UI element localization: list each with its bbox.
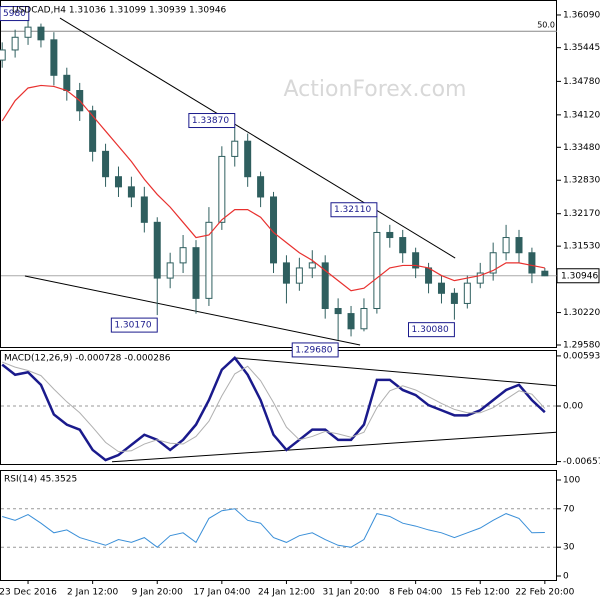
candle-body — [386, 231, 394, 239]
candle-body — [282, 262, 290, 284]
candle-body — [114, 176, 122, 188]
rsi-panel — [0, 470, 557, 581]
y-tick-label: 1.32170 — [563, 209, 600, 219]
candle-body — [218, 155, 226, 223]
x-tick-label: 9 Jan 20:00 — [132, 588, 184, 598]
candle-body — [450, 292, 458, 304]
fib-label: 50.0 — [537, 21, 555, 30]
annotation-label: 5980 — [3, 9, 26, 19]
candle-body — [308, 262, 316, 269]
y-tick-label: 1.34120 — [563, 110, 600, 120]
candle-body — [179, 247, 187, 264]
candle-body — [270, 196, 278, 264]
moving-average — [1, 84, 545, 292]
candle-body — [24, 26, 32, 38]
candle-body — [321, 262, 329, 310]
annotation-label: 1.32110 — [334, 205, 371, 215]
candle-body — [50, 39, 58, 76]
y-tick-label: 1.29580 — [563, 341, 600, 351]
candle-body — [334, 308, 342, 315]
y-tick-label: 0 — [563, 572, 569, 582]
candle-body — [257, 176, 265, 198]
y-tick-label: 1.34780 — [563, 77, 600, 87]
y-tick-label: 1.35445 — [563, 43, 600, 53]
annotation-box — [188, 113, 236, 129]
annotation-label: 1.30080 — [412, 325, 449, 335]
y-tick-label: -0.006575 — [563, 457, 600, 467]
candle-body — [102, 150, 110, 178]
series-line — [2, 361, 546, 453]
y-tick-label: 30 — [563, 543, 575, 553]
y-tick-label: 1.33480 — [563, 143, 600, 153]
y-tick-label: 0.00593 — [563, 351, 600, 361]
candle-body — [347, 313, 355, 330]
trendline — [59, 17, 456, 259]
annotation-box — [0, 6, 30, 22]
trendline — [234, 357, 557, 387]
y-tick-label: 0.00 — [563, 402, 583, 412]
candle-body — [140, 196, 148, 223]
candle-body — [166, 262, 174, 279]
annotation-label: 1.30170 — [114, 321, 151, 331]
y-tick-label: 100 — [563, 476, 580, 486]
candle-body — [515, 237, 523, 254]
x-tick-label: 31 Jan 20:00 — [323, 588, 380, 598]
candle-body — [63, 74, 71, 92]
annotation-label: 1.33870 — [192, 116, 229, 126]
panel-title: USDCAD,H4 1.31036 1.31099 1.30939 1.3094… — [12, 6, 227, 16]
panel-title: RSI(14) 45.3525 — [4, 475, 77, 485]
candle-body — [153, 221, 161, 279]
candle-body — [192, 247, 200, 299]
trendline — [111, 431, 557, 463]
y-tick-label: 1.31530 — [563, 242, 600, 252]
annotation-label: 1.29680 — [295, 345, 332, 355]
candle-body — [360, 308, 368, 330]
y-tick-label: 1.30220 — [563, 308, 600, 318]
series-line — [1, 356, 546, 462]
x-tick-label: 2 Jan 12:00 — [67, 588, 119, 598]
candle-body — [37, 26, 45, 41]
candle-body — [463, 282, 471, 304]
candle-body — [425, 267, 433, 284]
candle-body — [295, 267, 303, 284]
watermark: ActionForex.com — [284, 77, 467, 102]
candle-body — [205, 221, 213, 299]
candle-body — [127, 186, 135, 198]
candle-body — [412, 252, 420, 269]
x-tick-label: 17 Jan 04:00 — [193, 588, 250, 598]
candle-body — [0, 49, 6, 61]
annotation-box — [110, 317, 158, 333]
trendline — [24, 275, 361, 346]
price-panel — [0, 0, 557, 348]
candle-body — [437, 282, 445, 294]
x-tick-label: 8 Feb 04:00 — [389, 588, 443, 598]
y-tick-label: 70 — [563, 504, 575, 514]
candle-body — [502, 237, 510, 254]
candle-body — [399, 237, 407, 254]
candle-body — [489, 252, 497, 274]
y-tick-label: 1.32830 — [563, 176, 600, 186]
candle-body — [244, 140, 252, 178]
x-tick-label: 24 Jan 12:00 — [258, 588, 315, 598]
last-price-box — [556, 268, 600, 284]
candle-body — [89, 110, 97, 152]
annotation-box — [330, 202, 378, 218]
candle-body — [541, 270, 549, 277]
panel-title: MACD(12,26,9) -0.000728 -0.000286 — [4, 354, 171, 364]
macd-panel — [0, 350, 557, 465]
candle-body — [11, 36, 19, 51]
candle-body — [476, 272, 484, 284]
x-tick-label: 23 Dec 2016 — [0, 588, 57, 598]
annotation-box — [408, 322, 455, 338]
x-tick-label: 15 Feb 12:00 — [451, 588, 510, 598]
annotation-box — [291, 342, 339, 358]
last-price-label: 1.30946 — [561, 271, 598, 281]
candle-body — [231, 140, 239, 157]
series-line — [2, 508, 545, 548]
x-tick-label: 22 Feb 20:00 — [515, 588, 574, 598]
candle-body — [528, 252, 536, 274]
candle-body — [373, 231, 381, 310]
y-tick-label: 1.36090 — [563, 10, 600, 20]
